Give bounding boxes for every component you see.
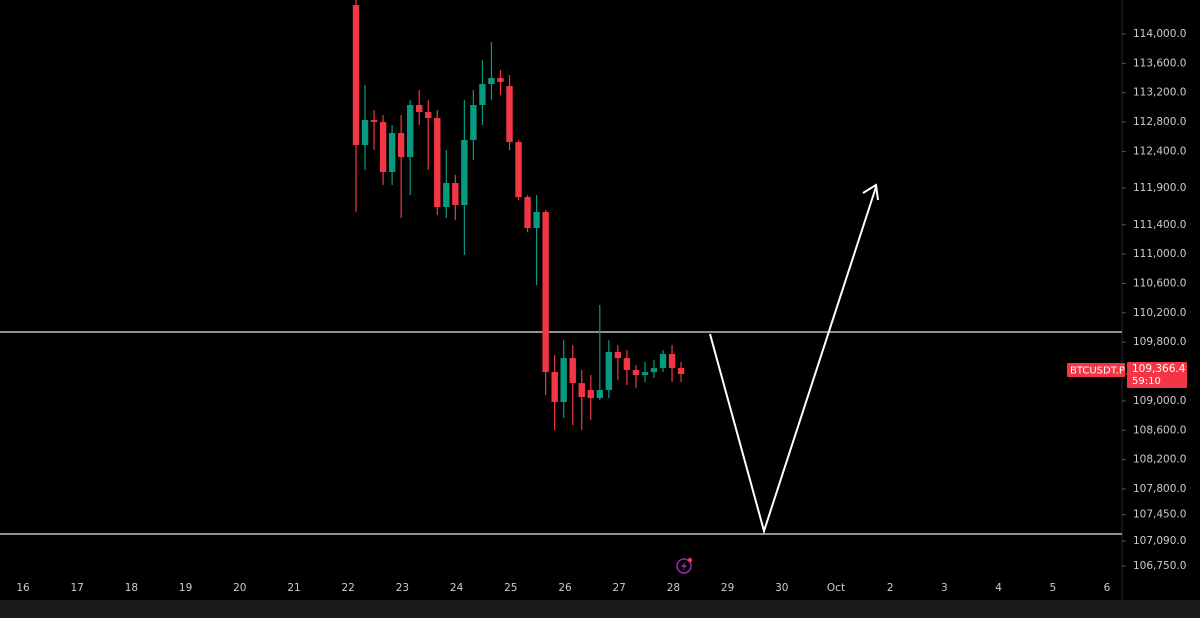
y-tick-label: 108,200.0: [1133, 454, 1186, 466]
y-tick-label: 107,450.0: [1133, 509, 1186, 521]
last-price-bg: [1127, 362, 1187, 388]
candle-body: [488, 78, 495, 85]
candle-body: [659, 354, 667, 369]
countdown: 59:10: [1132, 376, 1161, 387]
y-tick-label: 113,200.0: [1133, 87, 1186, 99]
x-tick-label: 5: [1049, 582, 1056, 594]
x-tick-label: 27: [613, 582, 626, 594]
x-tick-label: 29: [721, 582, 734, 594]
x-tick-label: 28: [667, 582, 680, 594]
x-tick-label: Oct: [827, 582, 845, 594]
candle-body: [596, 390, 604, 399]
x-tick-label: 2: [887, 582, 894, 594]
candle-body: [614, 352, 622, 359]
y-tick-label: 111,900.0: [1133, 182, 1186, 194]
arrow-head: [862, 183, 879, 201]
y-tick-label: 106,750.0: [1133, 560, 1186, 572]
y-tick-label: 107,090.0: [1133, 535, 1186, 547]
symbol-tag-bg: [1067, 363, 1125, 377]
candle-body: [397, 133, 405, 158]
candle-body: [623, 358, 631, 371]
candle-body: [569, 358, 576, 384]
y-tick-label: 110,600.0: [1133, 277, 1186, 289]
y-tick-label: 108,600.0: [1133, 424, 1186, 436]
lightning-icon: [676, 557, 693, 574]
y-tick-label: 113,600.0: [1133, 57, 1186, 69]
y-tick-label: 111,400.0: [1133, 219, 1186, 231]
candle-body: [416, 105, 423, 112]
price-tag: BTCUSDT.P 109,366.4 59:10: [1067, 362, 1187, 388]
candle-body: [515, 142, 522, 198]
x-tick-label: 26: [558, 582, 572, 594]
x-tick-label: 30: [775, 582, 788, 594]
projection-path: [709, 186, 877, 535]
y-tick-label: 112,400.0: [1133, 145, 1186, 157]
candle-body: [560, 358, 567, 403]
x-tick-label: 24: [450, 582, 464, 594]
candle-body: [641, 372, 649, 376]
candle-body: [379, 122, 387, 173]
x-tick-label: 19: [179, 582, 192, 594]
last-price: 109,366.4: [1132, 363, 1186, 375]
y-tick-label: 109,800.0: [1133, 336, 1186, 348]
candle-body: [587, 390, 594, 399]
candle-body: [497, 78, 504, 82]
candle-body: [533, 212, 540, 229]
candle-body: [352, 4, 360, 146]
candle-body: [668, 354, 676, 369]
candle-body: [470, 105, 477, 141]
y-tick-label: 107,800.0: [1133, 483, 1186, 495]
candle-body: [388, 133, 396, 173]
candle-body: [479, 84, 486, 106]
x-tick-label: 20: [233, 582, 246, 594]
bottom-bar: [0, 600, 1200, 618]
candle-body: [434, 118, 441, 208]
candle-body: [370, 119, 378, 123]
candle-body: [506, 86, 513, 143]
y-tick-label: 114,000.0: [1133, 28, 1186, 40]
x-tick-label: 22: [342, 582, 355, 594]
candle-body: [542, 212, 549, 373]
candle-body: [452, 183, 459, 206]
symbol-tag: BTCUSDT.P: [1070, 366, 1125, 377]
candle-body: [650, 368, 658, 373]
candle-body: [406, 105, 414, 158]
candle-body: [461, 140, 468, 206]
y-tick-label: 111,000.0: [1133, 248, 1186, 260]
candle-body: [425, 111, 432, 119]
x-tick-label: 4: [995, 582, 1002, 594]
x-tick-label: 17: [71, 582, 84, 594]
x-tick-label: 16: [16, 582, 30, 594]
candle-body: [443, 183, 450, 208]
y-tick-label: 109,000.0: [1133, 395, 1186, 407]
candle-body: [677, 368, 685, 375]
candle-body: [605, 352, 613, 391]
candle-body: [361, 119, 369, 146]
x-tick-label: 21: [287, 582, 300, 594]
y-tick-label: 112,800.0: [1133, 116, 1186, 128]
candle-body: [524, 197, 531, 229]
x-tick-label: 3: [941, 582, 948, 594]
x-tick-label: 18: [125, 582, 138, 594]
x-tick-label: 25: [504, 582, 517, 594]
y-tick-label: 110,200.0: [1133, 307, 1186, 319]
candle-body: [632, 370, 640, 376]
x-tick-label: 23: [396, 582, 409, 594]
x-tick-label: 6: [1104, 582, 1111, 594]
candle-body: [551, 372, 558, 403]
candle-body: [578, 383, 585, 398]
